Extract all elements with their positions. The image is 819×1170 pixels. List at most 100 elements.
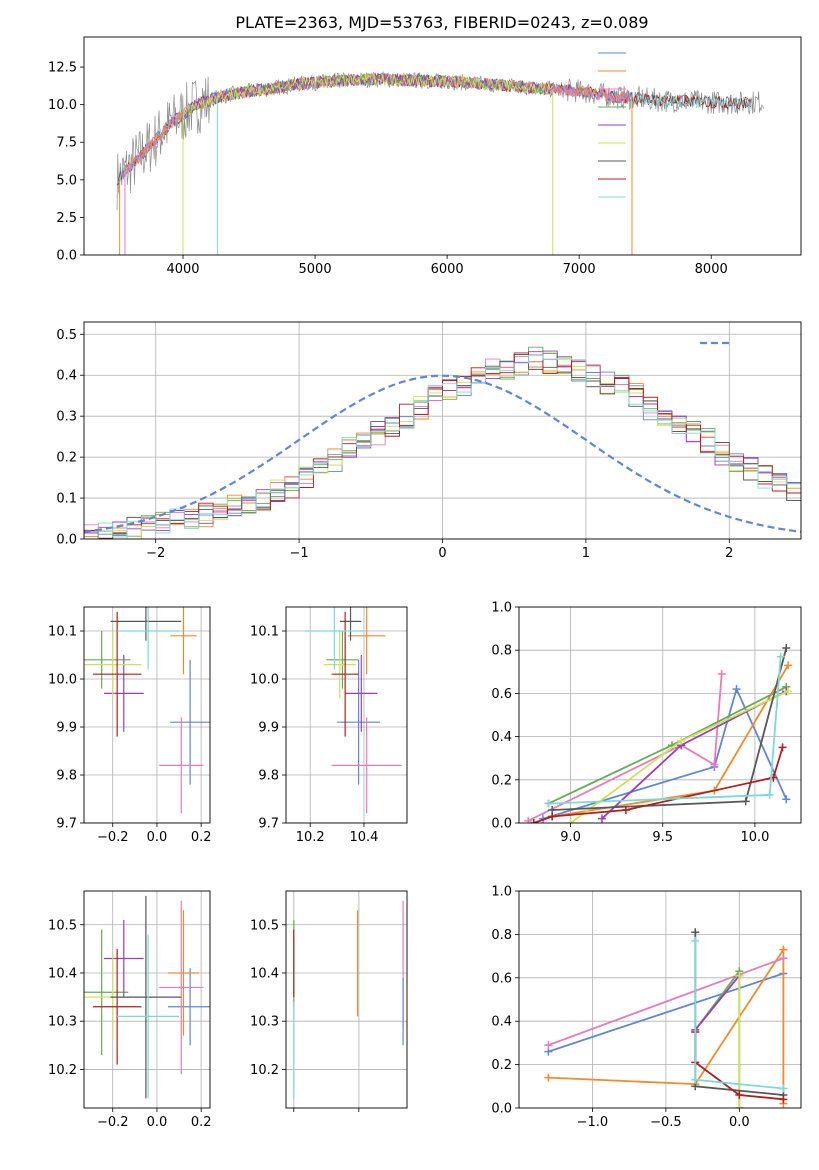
series-marker [597, 814, 606, 823]
errorbar-point-chabrier_miles [337, 659, 381, 785]
errorbar-point-kroupa_stelib [117, 934, 180, 1099]
errorbar-point-salpeter_elodie [103, 655, 144, 732]
series-marker [548, 812, 557, 821]
axes-frame [285, 890, 408, 1109]
panel-spectrum: 4000 5000 6000 7000 8000 0.0 2.5 5.0 7.5 10.0 12.5 [48, 36, 802, 277]
plot-area [286, 891, 407, 1108]
y-tick-label: 10.2 [250, 1063, 279, 1078]
x-tick-label: 0.2 [191, 830, 212, 845]
x-tick-label: 10.4 [350, 830, 379, 845]
axes-frame [285, 606, 408, 824]
series-line [552, 664, 789, 818]
x-tick-label: 8000 [695, 262, 728, 277]
axes-frame [83, 606, 211, 824]
series-marker [741, 797, 750, 806]
x-tick-label: 10.2 [296, 830, 325, 845]
y-tick-label: 10.5 [48, 918, 77, 933]
model-spectrum-chabrier_miles [121, 73, 632, 180]
x-tick-label: −2 [146, 546, 165, 561]
series-marker [782, 644, 791, 653]
y-tick-label: 9.8 [258, 769, 279, 784]
histogram-kroupa_elodie [84, 358, 801, 539]
series-kroupa_stelib [544, 652, 785, 808]
y-tick-label: 7.5 [56, 136, 77, 151]
y-tick-label: 0.1 [56, 492, 77, 507]
x-tick-label: 0.0 [147, 1115, 168, 1130]
y-tick-label: 10.0 [48, 673, 77, 688]
x-tick-label: 0.2 [191, 1115, 212, 1130]
y-tick-label: 10.1 [48, 625, 77, 640]
series-chabrier_elodie [544, 682, 791, 808]
y-tick-label: 0.8 [491, 928, 512, 943]
x-tick-label: 6000 [431, 262, 464, 277]
plot-area [84, 322, 801, 539]
y-tick-label: 0.6 [491, 971, 512, 986]
x-tick-label: −1.0 [577, 1115, 609, 1130]
panel-residual_histogram: −2 −1 0 1 2 0.0 0.1 0.2 0.3 0.4 0.5 [56, 321, 802, 561]
series-kroupa_stelib [691, 936, 788, 1093]
series-line [548, 972, 784, 1053]
axes-frame [518, 606, 802, 824]
y-tick-label: 0.2 [491, 1058, 512, 1073]
errorbar-point-salpeter_miles [168, 910, 199, 1036]
axes-frame [83, 890, 211, 1109]
series-marker [784, 661, 793, 670]
series-marker [566, 819, 575, 823]
errorbar-point-kroupa_miles [159, 717, 204, 814]
errorbar-point-kroupa_elodie [84, 631, 142, 699]
model-spectrum-kroupa_stelib [116, 73, 752, 185]
y-tick-label: 9.9 [56, 721, 77, 736]
y-tick-label: 5.0 [56, 173, 77, 188]
x-tick-label: 1 [582, 546, 590, 561]
series-marker [710, 760, 719, 769]
errorbar-point-chabrier_elodie [84, 631, 131, 689]
errorbar-point-chabrier_miles [168, 968, 210, 1046]
series-marker [779, 945, 788, 954]
series-salpeter_elodie [691, 971, 744, 1034]
series-marker [717, 669, 726, 678]
series-marker [735, 1104, 744, 1108]
series-marker [784, 687, 793, 696]
plot-area [519, 607, 801, 823]
x-tick-label: 10.0 [740, 830, 769, 845]
x-tick-label: 9.0 [560, 830, 581, 845]
panel-mass_weight_vs_Z: −1.0 −0.5 0.0 0.0 0.2 0.4 0.6 0.8 1.0 [491, 885, 802, 1130]
series-marker [732, 685, 741, 694]
normal-curve [84, 374, 801, 533]
errorbar-point-chabrier_elodie [326, 631, 359, 689]
series-kroupa_elodie [566, 687, 793, 823]
y-tick-label: 0.4 [491, 730, 512, 745]
y-tick-label: 0.2 [491, 773, 512, 788]
y-tick-label: 0.8 [491, 644, 512, 659]
series-salpeter_stelib [529, 743, 787, 823]
panel-age_vs_Z: −0.2 0.0 0.2 9.7 9.8 9.9 10.0 10.1 [48, 606, 212, 845]
y-tick-label: 10.0 [250, 673, 279, 688]
series-line [570, 690, 789, 823]
model-spectrum-kroupa_elodie [182, 72, 554, 119]
axes-frame [83, 321, 802, 540]
series-marker [544, 1041, 553, 1050]
y-tick-label: 10.3 [48, 1015, 77, 1030]
series-marker [779, 1095, 788, 1104]
errorbar-point-salpeter_miles [347, 607, 386, 675]
panel-mass_weight_vs_age: 9.0 9.5 10.0 0.0 0.2 0.4 0.6 0.8 1.0 [491, 601, 802, 845]
x-tick-label: 0 [438, 546, 446, 561]
axes-frame [518, 890, 802, 1109]
errorbar-point-salpeter_stelib [92, 611, 142, 737]
errorbar-point-chabrier_stelib [110, 607, 182, 641]
errorbar-point-chabrier_stelib [110, 895, 182, 1099]
series-marker [524, 816, 533, 823]
model-spectrum-chabrier_stelib [116, 72, 752, 186]
x-tick-label: −1 [290, 546, 309, 561]
series-marker [779, 1084, 788, 1093]
y-tick-label: 0.3 [56, 410, 77, 425]
series-marker [779, 954, 788, 963]
y-tick-label: 10.5 [250, 918, 279, 933]
series-marker [735, 1090, 744, 1099]
panel-mass_vs_Z: −0.2 0.0 0.2 10.2 10.3 10.4 10.5 [48, 890, 212, 1130]
series-line [527, 673, 723, 822]
y-tick-label: 0.0 [56, 533, 77, 548]
observed-spectrum [116, 71, 764, 210]
y-tick-label: 10.0 [48, 98, 77, 113]
